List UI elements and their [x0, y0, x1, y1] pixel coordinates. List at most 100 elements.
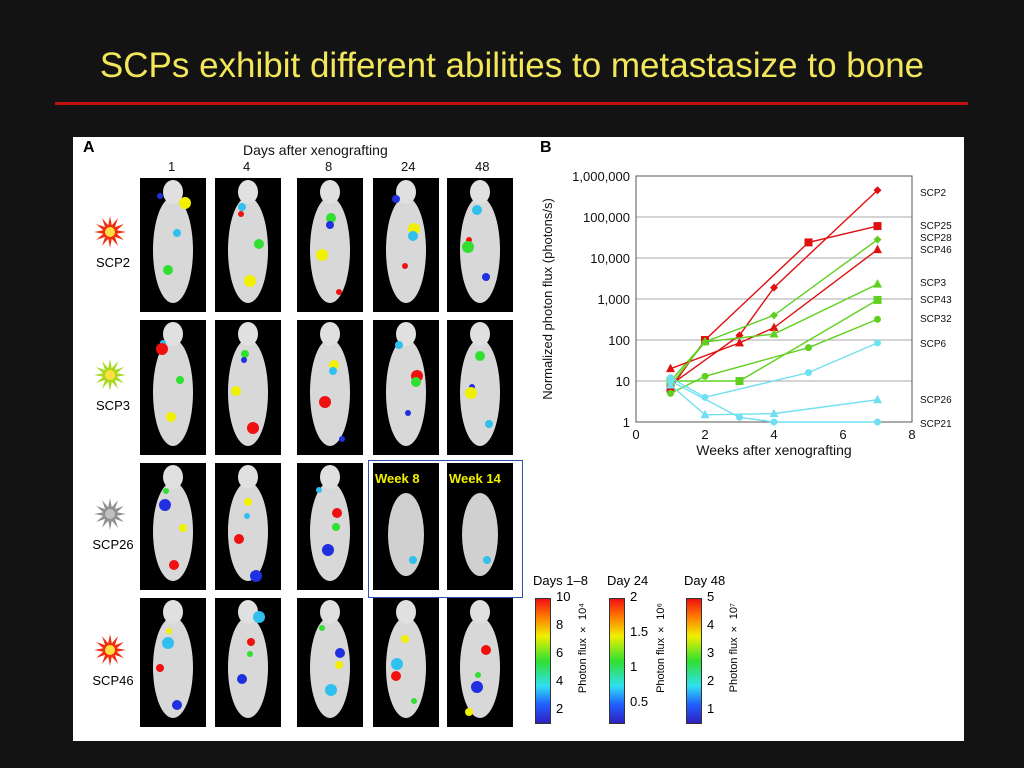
day-label: 24	[401, 159, 416, 174]
mouse-image	[447, 598, 513, 727]
mouse-image	[373, 598, 439, 727]
mouse-silhouette	[153, 180, 193, 303]
data-point	[805, 344, 812, 352]
colorbar-title: Day 48	[684, 573, 726, 588]
colorbar-tick: 10	[556, 589, 571, 604]
mouse-silhouette	[310, 465, 350, 581]
series-line	[670, 318, 878, 394]
mouse-image	[447, 178, 513, 312]
data-point	[701, 372, 709, 380]
y-tick-label: 1	[623, 415, 630, 430]
data-point	[873, 279, 882, 288]
data-point	[873, 295, 882, 304]
mouse-image	[373, 178, 439, 312]
data-point	[770, 311, 778, 320]
mouse-silhouette	[310, 322, 350, 446]
data-point	[770, 418, 778, 426]
colorbar-tick: 2	[630, 589, 638, 604]
data-point	[735, 337, 744, 347]
x-tick-label: 4	[770, 427, 777, 442]
series-label: SCP2	[920, 188, 947, 199]
mouse-image	[140, 463, 206, 590]
data-point	[667, 389, 674, 397]
mouse-image	[140, 178, 206, 312]
row-label: SCP2	[96, 255, 130, 270]
series-line	[669, 239, 878, 382]
colorbar-tick: 5	[707, 589, 715, 604]
mouse-image	[140, 320, 206, 455]
data-point	[874, 339, 881, 347]
data-point	[769, 329, 779, 338]
colorbar-axis-label: Photon flux × 10⁶	[655, 603, 667, 693]
colorbar-title: Day 24	[607, 573, 649, 588]
mouse-silhouette	[153, 465, 193, 581]
mouse-image	[215, 598, 281, 727]
mouse-silhouette	[386, 600, 426, 718]
colorbar-tick: 8	[556, 617, 564, 632]
x-tick-label: 0	[632, 427, 639, 442]
y-tick-label: 100,000	[583, 210, 630, 225]
series-label: SCP6	[920, 339, 947, 350]
data-point	[873, 186, 882, 195]
y-tick-label: 1,000,000	[572, 169, 630, 184]
mouse-silhouette	[228, 322, 268, 446]
colorbar-axis-label: Photon flux × 10⁴	[577, 603, 589, 694]
day-label: 4	[243, 159, 251, 174]
series-line	[669, 283, 878, 386]
row-label: SCP26	[92, 536, 134, 552]
mouse-silhouette	[228, 180, 268, 303]
data-point	[700, 336, 710, 346]
colorbar-gradient	[535, 598, 551, 724]
x-tick-label: 6	[839, 427, 846, 442]
mouse-image	[215, 178, 281, 312]
mouse-silhouette	[310, 180, 350, 303]
mouse-silhouette	[228, 465, 268, 582]
series-line	[670, 380, 878, 423]
x-axis-label: Weeks after xenografting	[696, 442, 851, 458]
mouse-silhouette	[153, 322, 193, 446]
title-divider	[55, 102, 968, 105]
slide-title: SCPs exhibit different abilities to meta…	[99, 46, 925, 85]
series-label: SCP28	[920, 233, 952, 244]
data-point	[736, 413, 743, 421]
days-header: Days after xenografting	[243, 142, 388, 158]
data-point	[735, 377, 744, 385]
colorbar-tick: 1	[707, 701, 715, 716]
colorbar-gradient	[686, 598, 702, 724]
mouse-image	[297, 598, 363, 727]
line-chart: 1 10 100 1,000 10,000 100,000 1,000,000 0 2 4 6 8 We…	[540, 169, 952, 458]
data-point	[769, 408, 779, 418]
data-point	[873, 394, 882, 404]
mouse-silhouette	[460, 600, 500, 718]
mouse-silhouette	[228, 600, 268, 718]
data-point	[700, 409, 710, 419]
series-label: SCP46	[920, 245, 952, 256]
mouse-image	[297, 463, 363, 590]
data-point	[804, 238, 813, 247]
series-label: SCP25	[920, 221, 952, 232]
y-tick-label: 100	[608, 333, 630, 348]
day-label: 1	[168, 159, 176, 174]
mouse-silhouette	[460, 180, 500, 303]
y-tick-label: 10	[616, 374, 630, 389]
panel-b-label: B	[540, 139, 552, 156]
data-point	[701, 393, 709, 401]
colorbar-axis-label: Photon flux × 10⁷	[728, 603, 740, 693]
data-point	[770, 283, 778, 292]
colorbar-tick: 1.5	[630, 624, 649, 639]
week-label: Week 8	[375, 471, 420, 486]
colorbar-tick: 2	[556, 701, 564, 716]
data-point	[874, 315, 881, 323]
mouse-silhouette	[153, 600, 193, 718]
mouse-image	[373, 463, 439, 590]
mouse-silhouette	[386, 322, 426, 446]
colorbar-tick: 4	[707, 617, 715, 632]
mouse-silhouette	[310, 600, 350, 718]
series-label: SCP26	[920, 395, 952, 406]
row-label: SCP3	[96, 397, 130, 413]
mouse-image	[373, 320, 439, 455]
colorbar-tick: 0.5	[630, 694, 649, 709]
week-highlight-box: Week 8 Week 14	[368, 460, 523, 598]
figure: A Days after xenografting 1 4 8 24 48 SCP2 SCP…	[73, 137, 964, 741]
day-label: 48	[475, 159, 490, 174]
